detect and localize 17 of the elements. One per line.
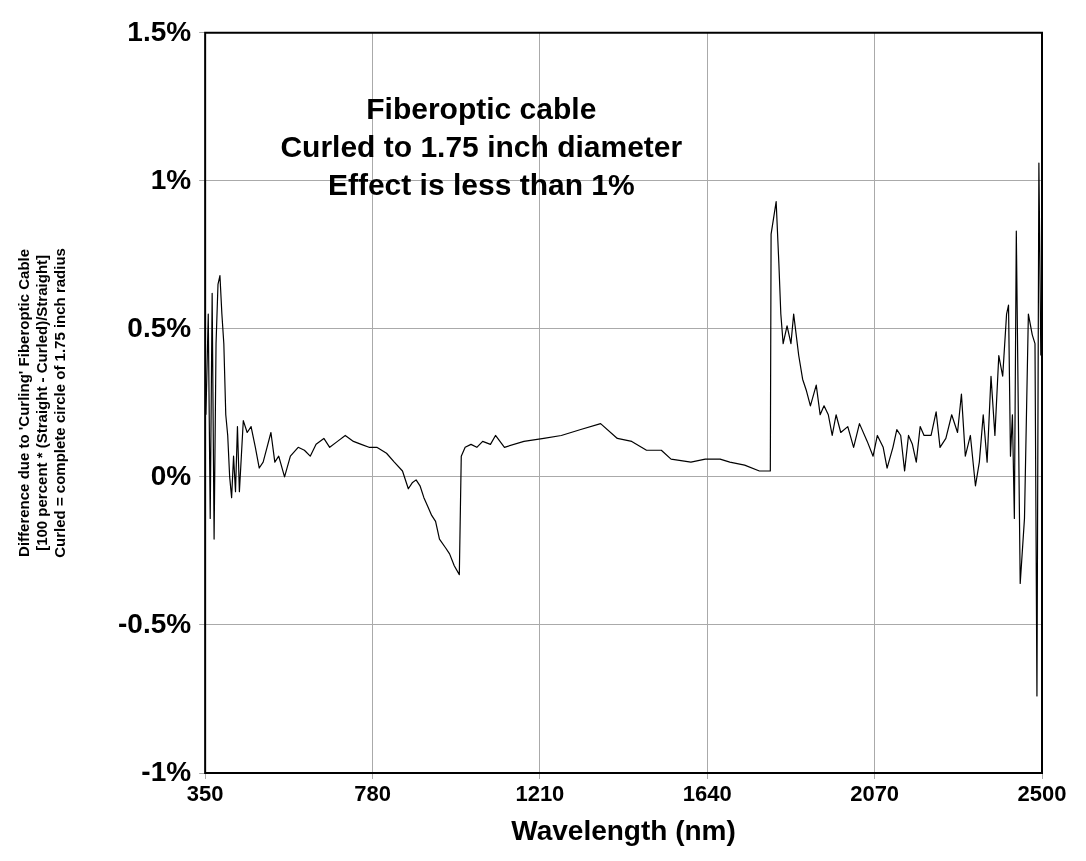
text: Curled = complete circle of 1.75 inch radius: [51, 248, 69, 558]
y-tick-label: 0%: [150, 459, 192, 491]
y-tick-label: 1.5%: [127, 15, 192, 47]
x-tick-label: 780: [354, 781, 391, 807]
x-tick-label: 1210: [515, 781, 565, 807]
y-tick-label: 1%: [150, 163, 192, 195]
annotation: Fiberoptic cable: [366, 92, 597, 126]
text: [100 percent * (Straight - Curled)/Straight]: [33, 254, 51, 551]
y-tick-label: 0.5%: [127, 311, 192, 343]
y-tick-label: -0.5%: [117, 607, 192, 639]
x-tick-label: 2070: [850, 781, 900, 807]
annotation: Curled to 1.75 inch diameter: [280, 130, 683, 164]
x-tick-label: 2500: [1017, 781, 1067, 807]
x-tick-label: 1640: [682, 781, 732, 807]
annotation: Effect is less than 1%: [327, 168, 635, 202]
x-axis-title: Wavelength (nm): [511, 814, 736, 846]
text: Difference due to 'Curling' Fiberoptic Cable: [15, 248, 33, 557]
